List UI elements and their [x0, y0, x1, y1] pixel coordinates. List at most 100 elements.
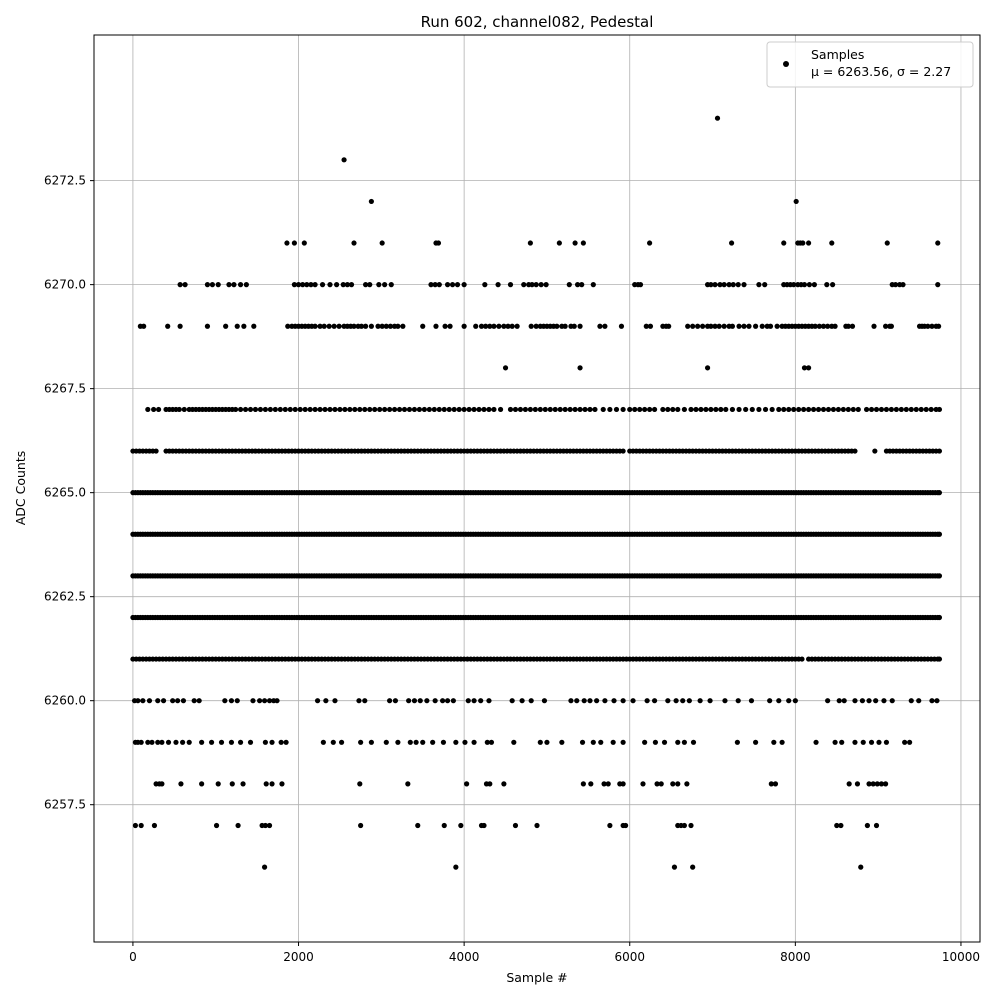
- sample-point: [620, 406, 626, 413]
- sample-point: [883, 739, 890, 745]
- sample-point: [627, 406, 633, 413]
- sample-point: [465, 698, 471, 704]
- y-tick-label: 6260.0: [44, 694, 86, 708]
- sample-point: [319, 282, 326, 288]
- y-tick-label: 6257.5: [44, 798, 86, 812]
- sample-point: [440, 698, 446, 704]
- sample-point: [925, 323, 931, 329]
- legend-marker: [783, 61, 789, 67]
- sample-point: [334, 282, 340, 288]
- sample-point: [267, 406, 273, 413]
- sample-point: [308, 282, 314, 288]
- sample-point: [401, 406, 408, 413]
- sample-point: [830, 282, 836, 288]
- sample-point: [878, 406, 885, 413]
- sample-point: [806, 282, 813, 288]
- sample-point: [713, 406, 719, 413]
- sample-point: [502, 365, 509, 371]
- sample-point: [834, 822, 840, 829]
- sample-point: [155, 739, 161, 745]
- sample-point: [618, 323, 625, 329]
- sample-point: [610, 739, 616, 745]
- sample-point: [175, 698, 181, 704]
- sample-point: [913, 406, 919, 413]
- sample-point: [426, 406, 432, 413]
- chart-title: Run 602, channel082, Pedestal: [421, 13, 654, 31]
- sample-point: [411, 698, 418, 704]
- sample-point: [312, 323, 318, 329]
- sample-point: [690, 864, 696, 870]
- sample-point: [852, 698, 858, 704]
- sample-point: [228, 698, 235, 704]
- sample-point: [406, 698, 412, 704]
- sample-point: [444, 282, 451, 288]
- sample-point: [153, 448, 159, 454]
- sample-point: [486, 406, 492, 413]
- sample-point: [282, 406, 288, 413]
- sample-point: [262, 406, 268, 413]
- sample-point: [234, 698, 240, 704]
- sample-point: [748, 698, 755, 704]
- sample-point: [208, 739, 215, 745]
- sample-point: [729, 406, 736, 413]
- sample-point: [864, 822, 870, 829]
- sample-point: [262, 822, 268, 829]
- sample-point: [681, 822, 687, 829]
- sample-point: [400, 323, 406, 329]
- sample-point: [759, 323, 765, 329]
- sample-point: [363, 282, 369, 288]
- sample-point: [430, 739, 436, 745]
- sample-point: [860, 739, 866, 745]
- sample-point: [396, 406, 403, 413]
- sample-point: [825, 698, 831, 704]
- sample-point: [741, 323, 747, 329]
- sample-point: [407, 739, 413, 745]
- sample-point: [791, 406, 797, 413]
- sample-point: [177, 323, 183, 329]
- sample-point: [830, 406, 837, 413]
- sample-point: [358, 739, 364, 745]
- sample-point: [579, 282, 585, 288]
- sample-point: [670, 781, 676, 787]
- sample-point: [873, 406, 880, 413]
- sample-point: [675, 781, 681, 787]
- sample-point: [681, 739, 687, 745]
- sample-point: [420, 323, 426, 329]
- sample-point: [266, 822, 273, 829]
- sample-point: [250, 698, 256, 704]
- sample-point: [382, 406, 388, 413]
- x-axis-label: Sample #: [506, 970, 567, 985]
- sample-point: [441, 406, 447, 413]
- sample-point: [351, 323, 357, 329]
- sample-point: [257, 698, 263, 704]
- sample-point: [863, 406, 870, 413]
- sample-point: [642, 406, 648, 413]
- sample-point: [279, 781, 285, 787]
- sample-point: [222, 698, 228, 704]
- sample-point: [898, 406, 904, 413]
- sample-point: [598, 739, 604, 745]
- sample-point: [421, 406, 427, 413]
- sample-point: [769, 406, 775, 413]
- sample-point: [471, 698, 477, 704]
- sample-point: [287, 406, 293, 413]
- sample-point: [647, 240, 653, 246]
- sample-point: [654, 781, 660, 787]
- sample-point: [242, 406, 249, 413]
- y-tick-label: 6267.5: [44, 382, 86, 396]
- sample-point: [145, 739, 151, 745]
- sample-point: [261, 864, 268, 870]
- sample-point: [605, 781, 611, 787]
- sample-point: [357, 406, 363, 413]
- sample-point: [568, 698, 574, 704]
- sample-point: [521, 282, 527, 288]
- x-tick-label: 8000: [780, 950, 811, 964]
- sample-point: [170, 698, 176, 704]
- sample-point: [181, 406, 187, 413]
- sample-point: [607, 822, 613, 829]
- sample-point: [285, 323, 291, 329]
- sample-point: [800, 240, 806, 246]
- sample-point: [845, 406, 851, 413]
- sample-point: [291, 240, 297, 246]
- sample-point: [340, 282, 346, 288]
